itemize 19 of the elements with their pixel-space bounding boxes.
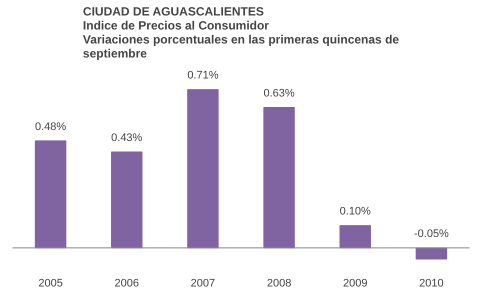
x-tick-label: 2008	[266, 278, 292, 290]
data-label: -0.05%	[414, 228, 450, 240]
bar	[187, 89, 219, 248]
data-label: 0.63%	[263, 87, 295, 100]
x-tick-label: 2005	[38, 278, 63, 290]
x-tick-label: 2009	[343, 278, 368, 290]
x-tick-label: 2006	[114, 278, 139, 290]
bar	[340, 225, 371, 248]
data-label: 0.43%	[111, 132, 143, 144]
x-tick-label: 2010	[419, 278, 444, 290]
x-tick-label: 2007	[190, 278, 216, 290]
chart-title: CIUDAD DE AGUASCALIENTES Indice de Precios al Consumidor Variaciones porcentuales en las primeras quincenas de septiembre	[82, 4, 400, 60]
data-label: 0.10%	[340, 206, 372, 218]
data-label: 0.48%	[34, 120, 66, 133]
bar	[416, 247, 448, 260]
bar	[111, 152, 142, 248]
bar	[263, 106, 295, 248]
bar	[34, 140, 66, 248]
data-label: 0.71%	[187, 70, 219, 82]
